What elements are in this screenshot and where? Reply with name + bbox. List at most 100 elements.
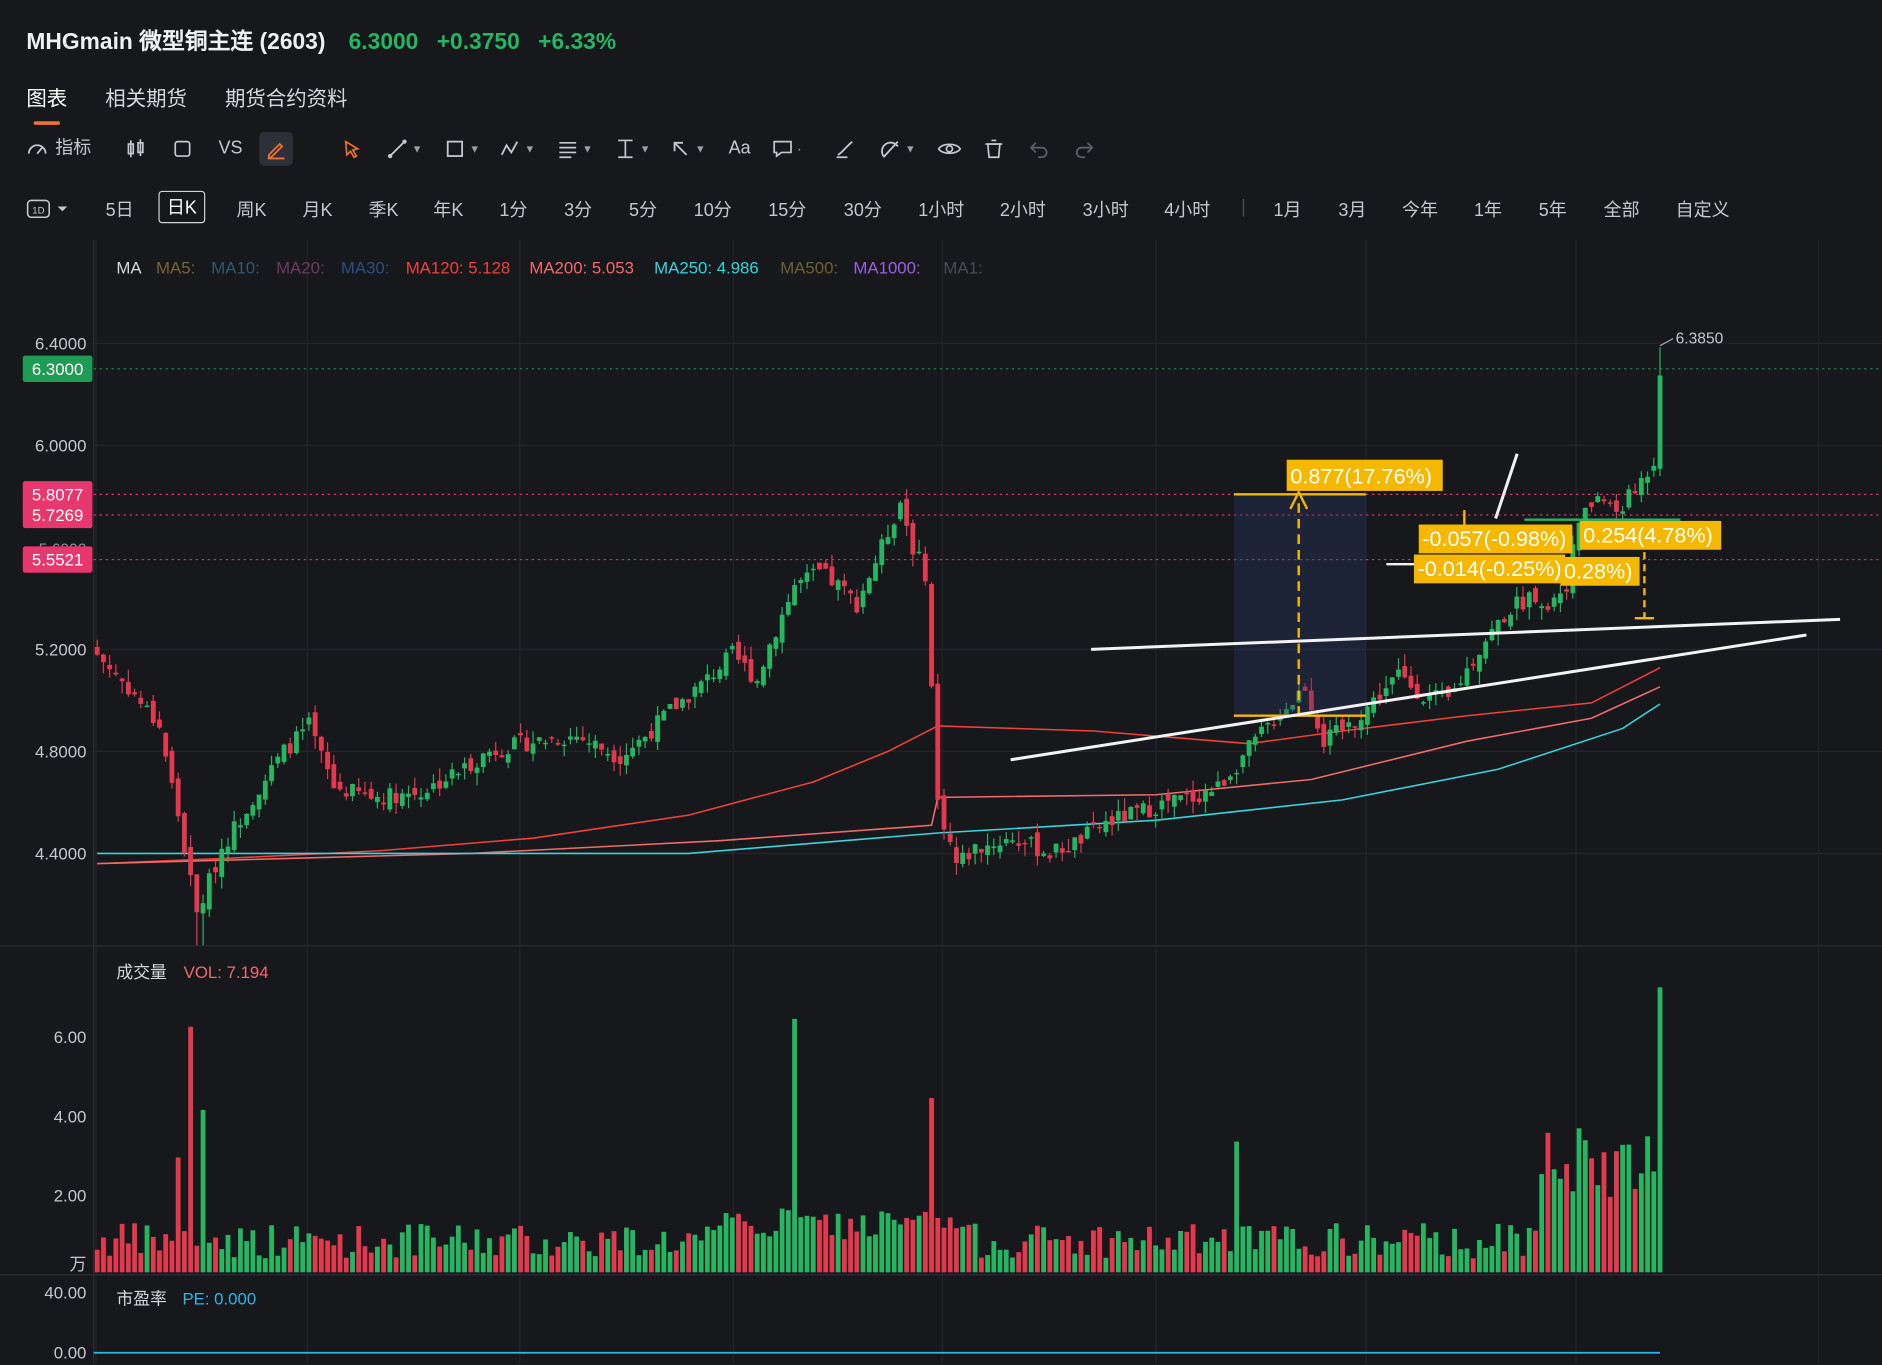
- volume-bar: [1489, 1246, 1495, 1273]
- period-2h[interactable]: 2小时: [999, 200, 1046, 221]
- candle-body: [125, 681, 131, 695]
- arrow-tool[interactable]: ▼: [670, 132, 706, 166]
- user-drawings[interactable]: 0.877(17.76%) -0.057(-0.98%) 0.254(4.78%)-…: [1010, 453, 1841, 762]
- period-quarterly[interactable]: 季K: [368, 200, 399, 221]
- brush-tool[interactable]: [834, 132, 856, 166]
- candle-body: [393, 792, 399, 804]
- candle-body: [250, 805, 256, 816]
- period-30min[interactable]: 30分: [843, 200, 882, 221]
- tab-chart[interactable]: 图表: [26, 87, 68, 111]
- fullscreen-button[interactable]: [173, 132, 192, 166]
- pointer-tool[interactable]: [342, 132, 361, 166]
- volume-bar: [181, 1231, 187, 1273]
- volume-bar: [1601, 1152, 1607, 1273]
- shape-tool[interactable]: ▼: [444, 132, 480, 166]
- period-3min[interactable]: 3分: [564, 200, 593, 221]
- volume-bar: [904, 1217, 910, 1273]
- period-1h[interactable]: 1小时: [918, 200, 965, 221]
- candle-body: [580, 737, 586, 741]
- candle-body: [1047, 855, 1053, 859]
- line-tool[interactable]: ▼: [386, 132, 422, 166]
- period-daily[interactable]: 日K: [158, 190, 206, 224]
- range-5y[interactable]: 5年: [1538, 200, 1567, 221]
- candle-body: [1196, 798, 1202, 803]
- candle-body: [1240, 755, 1246, 768]
- tab-contract-info[interactable]: 期货合约资料: [225, 87, 348, 111]
- candle-body: [1134, 805, 1140, 808]
- candle-body: [1209, 792, 1215, 797]
- volume-bar: [680, 1241, 685, 1273]
- volume-bar: [985, 1255, 990, 1273]
- candle-body: [922, 553, 928, 582]
- chart-type-button[interactable]: [125, 132, 147, 166]
- volume-bar: [1514, 1233, 1520, 1273]
- compare-button[interactable]: VS: [218, 138, 243, 159]
- draw-tool-button[interactable]: [259, 132, 293, 166]
- indicator-button[interactable]: 指标: [26, 132, 91, 166]
- volume-bar: [617, 1250, 623, 1273]
- text-tool[interactable]: Aa: [728, 138, 751, 159]
- candle-body: [132, 692, 137, 695]
- volume-bar: [294, 1226, 299, 1273]
- period-5d[interactable]: 5日: [105, 200, 134, 221]
- candle-body: [424, 792, 430, 800]
- period-1min[interactable]: 1分: [499, 200, 528, 221]
- ma-legend-item: MA200: 5.053: [529, 259, 634, 278]
- pattern-tool[interactable]: ▼: [499, 132, 535, 166]
- candle-body: [555, 742, 561, 745]
- period-dropdown[interactable]: 1D: [26, 197, 74, 226]
- candle-body: [1632, 491, 1638, 494]
- volume-bar: [387, 1244, 393, 1273]
- redo-button[interactable]: [1073, 132, 1095, 166]
- candle-body: [673, 697, 679, 710]
- range-ytd[interactable]: 今年: [1401, 200, 1438, 221]
- volume-bar: [424, 1225, 430, 1273]
- volume-bar: [1252, 1249, 1258, 1273]
- period-weekly[interactable]: 周K: [236, 200, 267, 221]
- measure-label-box: [1579, 520, 1722, 550]
- period-4h[interactable]: 4小时: [1164, 200, 1211, 221]
- magnet-tool[interactable]: ▼: [880, 132, 916, 166]
- tab-related-futures[interactable]: 相关期货: [105, 87, 187, 111]
- volume-bar: [157, 1250, 162, 1273]
- volume-bar: [1589, 1158, 1594, 1273]
- delete-drawings-button[interactable]: [983, 132, 1005, 166]
- candle-body: [661, 710, 667, 721]
- range-3m[interactable]: 3月: [1338, 200, 1367, 221]
- range-1m[interactable]: 1月: [1273, 200, 1302, 221]
- volume-bar: [910, 1219, 916, 1273]
- range-1y[interactable]: 1年: [1473, 200, 1502, 221]
- volume-bar: [841, 1239, 847, 1273]
- ma-legend-item: MA5:: [156, 259, 195, 278]
- volume-bar: [655, 1244, 660, 1273]
- candle-body: [1178, 795, 1183, 800]
- measure-arrowhead: [1289, 489, 1309, 510]
- candle-body: [287, 743, 293, 754]
- period-5min[interactable]: 5分: [628, 200, 657, 221]
- period-yearly[interactable]: 年K: [433, 200, 464, 221]
- candle-body: [1477, 654, 1482, 672]
- measure-tool[interactable]: ▼: [615, 132, 650, 166]
- candle-body: [119, 678, 125, 682]
- volume-bar: [580, 1240, 586, 1273]
- candle-body: [1028, 837, 1034, 839]
- volume-bar: [225, 1234, 231, 1273]
- range-custom[interactable]: 自定义: [1675, 200, 1730, 221]
- measure-label-box: [1418, 524, 1573, 554]
- price-axis-label: 6.0000: [35, 436, 86, 455]
- period-monthly[interactable]: 月K: [302, 200, 333, 221]
- volume-bar: [1284, 1226, 1289, 1273]
- price-tag: [22, 481, 93, 508]
- period-10min[interactable]: 10分: [693, 200, 732, 221]
- period-3h[interactable]: 3小时: [1082, 200, 1129, 221]
- candle-body: [1078, 834, 1084, 844]
- period-15min[interactable]: 15分: [768, 200, 807, 221]
- visibility-toggle[interactable]: [937, 132, 962, 166]
- undo-button[interactable]: [1029, 132, 1051, 166]
- volume-bar: [1153, 1245, 1159, 1273]
- candle-body: [1171, 794, 1177, 807]
- fib-tool[interactable]: ▼: [557, 132, 593, 166]
- comment-tool[interactable]: ·: [772, 132, 802, 166]
- range-all[interactable]: 全部: [1603, 200, 1640, 221]
